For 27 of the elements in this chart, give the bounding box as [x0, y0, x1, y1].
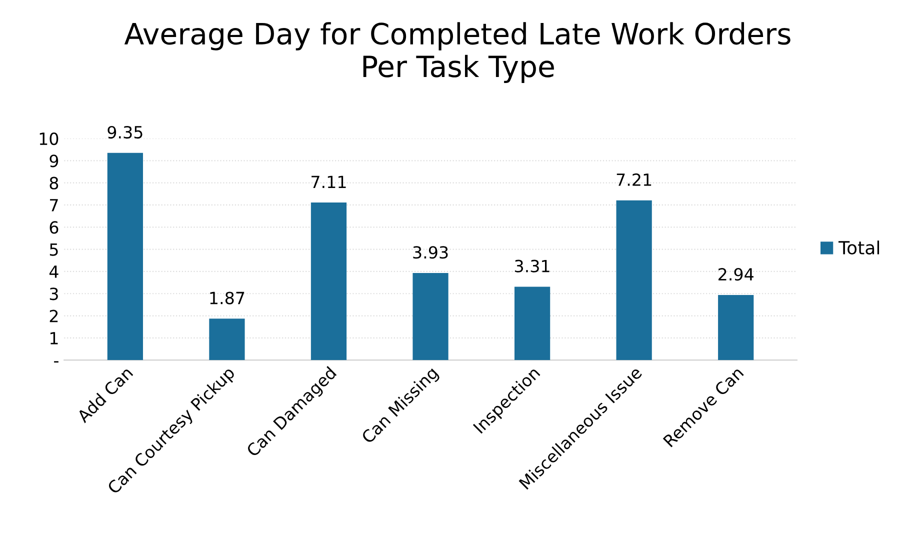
data-label: 2.94 [718, 268, 754, 281]
data-label: 9.35 [108, 126, 142, 139]
y-tick-label: 3 [50, 288, 58, 300]
data-label: 3.31 [515, 260, 550, 272]
bar [514, 286, 550, 360]
data-label: 7.21 [616, 173, 652, 186]
data-label: 3.93 [413, 246, 448, 259]
y-tick-label: 4 [49, 266, 58, 278]
legend-label: Total [838, 240, 880, 255]
y-tick-label: 8 [50, 176, 58, 190]
chart-title: Average Day for Completed Late Work Orders Per Task Type [124, 22, 790, 84]
y-tick-label: 6 [50, 221, 58, 234]
y-tick-label: 9 [50, 154, 58, 168]
y-tick-label: - [54, 361, 58, 363]
y-tick-label: 5 [50, 243, 58, 256]
y-tick-label: 10 [40, 132, 58, 146]
bar [107, 152, 143, 360]
data-label: 1.87 [210, 292, 244, 304]
bar [209, 318, 245, 360]
y-tick-label: 1 [50, 332, 58, 344]
data-label: 7.11 [312, 176, 346, 188]
bar [616, 200, 652, 360]
y-tick-label: 2 [50, 310, 58, 322]
bar [310, 202, 347, 360]
bar [412, 273, 448, 360]
bar [718, 294, 754, 360]
y-tick-label: 7 [50, 199, 58, 212]
